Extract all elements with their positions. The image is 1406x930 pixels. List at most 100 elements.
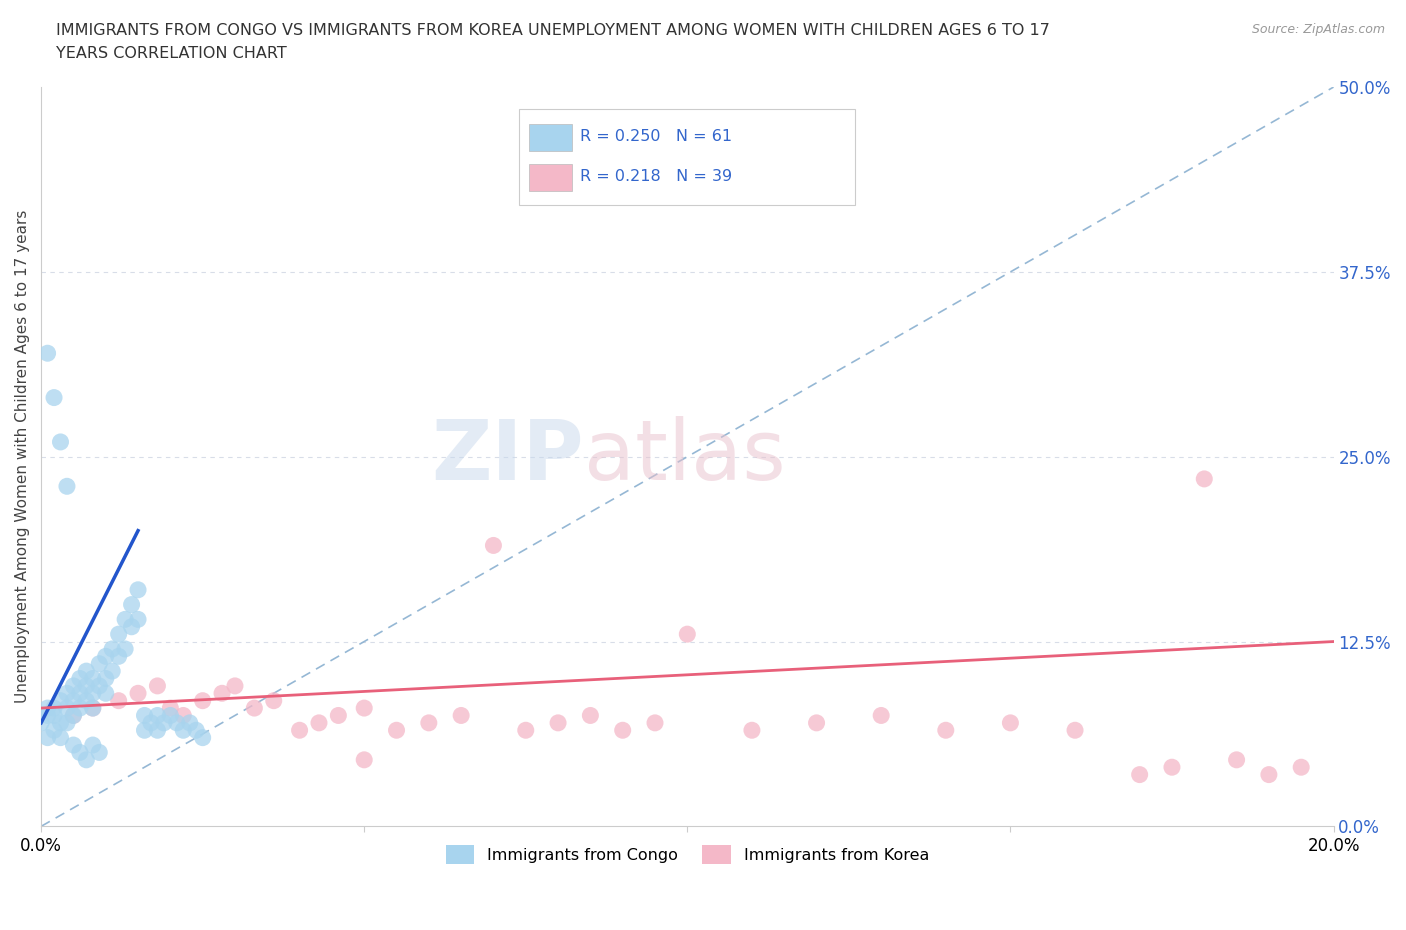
- Point: [75, 752, 97, 767]
- Point: [75, 664, 97, 679]
- Point: [146, 723, 169, 737]
- Text: atlas: atlas: [583, 417, 786, 498]
- Point: [107, 693, 129, 708]
- Point: [644, 715, 666, 730]
- Point: [94, 671, 117, 686]
- Point: [62, 737, 84, 752]
- Point: [191, 730, 214, 745]
- Point: [62, 708, 84, 723]
- Text: Source: ZipAtlas.com: Source: ZipAtlas.com: [1251, 23, 1385, 36]
- Point: [224, 679, 246, 694]
- Point: [515, 723, 537, 737]
- Point: [579, 708, 602, 723]
- Point: [101, 664, 124, 679]
- Point: [89, 679, 111, 694]
- Point: [69, 685, 91, 700]
- Point: [69, 671, 91, 686]
- Point: [1226, 752, 1249, 767]
- Point: [1064, 723, 1087, 737]
- Point: [42, 708, 65, 723]
- Point: [49, 693, 72, 708]
- Point: [159, 708, 181, 723]
- Point: [172, 723, 194, 737]
- Point: [870, 708, 893, 723]
- Point: [263, 693, 285, 708]
- Point: [42, 723, 65, 737]
- Point: [1129, 767, 1152, 782]
- Point: [243, 700, 266, 715]
- Point: [127, 612, 149, 627]
- Point: [935, 723, 957, 737]
- Text: ZIP: ZIP: [432, 417, 583, 498]
- Point: [56, 715, 79, 730]
- Point: [121, 597, 143, 612]
- Point: [56, 685, 79, 700]
- Point: [1289, 760, 1312, 775]
- Point: [211, 685, 233, 700]
- Point: [676, 627, 699, 642]
- Point: [37, 700, 59, 715]
- Point: [288, 723, 311, 737]
- Legend: Immigrants from Congo, Immigrants from Korea: Immigrants from Congo, Immigrants from K…: [439, 839, 935, 870]
- Point: [191, 693, 214, 708]
- Point: [308, 715, 330, 730]
- Point: [121, 619, 143, 634]
- Point: [1257, 767, 1279, 782]
- Point: [385, 723, 408, 737]
- Point: [75, 693, 97, 708]
- Point: [89, 745, 111, 760]
- Point: [62, 679, 84, 694]
- Y-axis label: Unemployment Among Women with Children Ages 6 to 17 years: Unemployment Among Women with Children A…: [15, 210, 30, 703]
- Point: [450, 708, 472, 723]
- Point: [56, 479, 79, 494]
- Point: [49, 715, 72, 730]
- Point: [146, 679, 169, 694]
- Text: YEARS CORRELATION CHART: YEARS CORRELATION CHART: [56, 46, 287, 61]
- Point: [418, 715, 440, 730]
- Text: IMMIGRANTS FROM CONGO VS IMMIGRANTS FROM KOREA UNEMPLOYMENT AMONG WOMEN WITH CHI: IMMIGRANTS FROM CONGO VS IMMIGRANTS FROM…: [56, 23, 1050, 38]
- Point: [1000, 715, 1022, 730]
- Point: [82, 700, 104, 715]
- Point: [101, 642, 124, 657]
- Point: [82, 685, 104, 700]
- Point: [82, 700, 104, 715]
- Point: [89, 657, 111, 671]
- Point: [806, 715, 828, 730]
- Point: [62, 708, 84, 723]
- Point: [127, 685, 149, 700]
- Point: [1194, 472, 1216, 486]
- Point: [94, 685, 117, 700]
- Point: [159, 700, 181, 715]
- Point: [69, 700, 91, 715]
- Point: [328, 708, 350, 723]
- Point: [186, 723, 208, 737]
- Point: [179, 715, 201, 730]
- Point: [482, 538, 505, 552]
- Point: [62, 693, 84, 708]
- Point: [82, 671, 104, 686]
- Point: [166, 715, 188, 730]
- Point: [107, 627, 129, 642]
- Point: [114, 612, 136, 627]
- Point: [139, 715, 162, 730]
- Point: [69, 745, 91, 760]
- Point: [612, 723, 634, 737]
- Point: [107, 649, 129, 664]
- Point: [153, 715, 176, 730]
- Point: [547, 715, 569, 730]
- Point: [134, 723, 156, 737]
- Point: [1161, 760, 1184, 775]
- Point: [42, 391, 65, 405]
- Point: [56, 700, 79, 715]
- Point: [42, 700, 65, 715]
- Point: [134, 708, 156, 723]
- Point: [49, 730, 72, 745]
- Point: [353, 752, 375, 767]
- Point: [37, 346, 59, 361]
- Point: [49, 434, 72, 449]
- Point: [37, 730, 59, 745]
- Point: [94, 649, 117, 664]
- Point: [146, 708, 169, 723]
- Point: [127, 582, 149, 597]
- Point: [741, 723, 763, 737]
